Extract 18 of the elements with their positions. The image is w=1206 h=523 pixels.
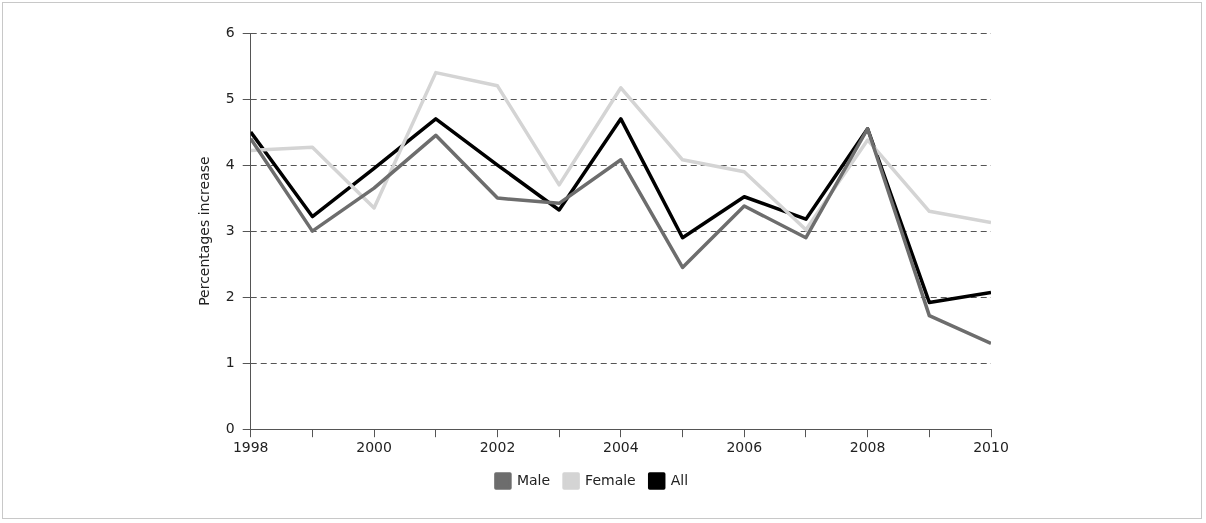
legend-label: Female — [585, 471, 636, 488]
x-tick-label: 2006 — [726, 439, 763, 456]
y-tick-label: 4 — [225, 155, 235, 172]
x-tick-label: 2002 — [479, 439, 516, 456]
y-tick-label: 2 — [225, 287, 235, 304]
y-tick-label: 1 — [225, 353, 235, 370]
legend-label: All — [670, 471, 689, 488]
y-tick-label: 3 — [225, 221, 235, 238]
legend-label: Male — [516, 471, 551, 488]
x-tick-label: 1998 — [232, 439, 269, 456]
y-axis-title: Percentages increase — [196, 156, 213, 306]
y-tick-label: 6 — [225, 23, 235, 40]
x-tick-label: 2000 — [356, 439, 392, 456]
y-tick-label: 5 — [225, 89, 235, 106]
x-tick-label: 2004 — [603, 439, 639, 456]
x-tick-label: 2010 — [973, 439, 1009, 456]
x-tick-label: 2008 — [849, 439, 886, 456]
y-tick-label: 0 — [225, 419, 235, 436]
